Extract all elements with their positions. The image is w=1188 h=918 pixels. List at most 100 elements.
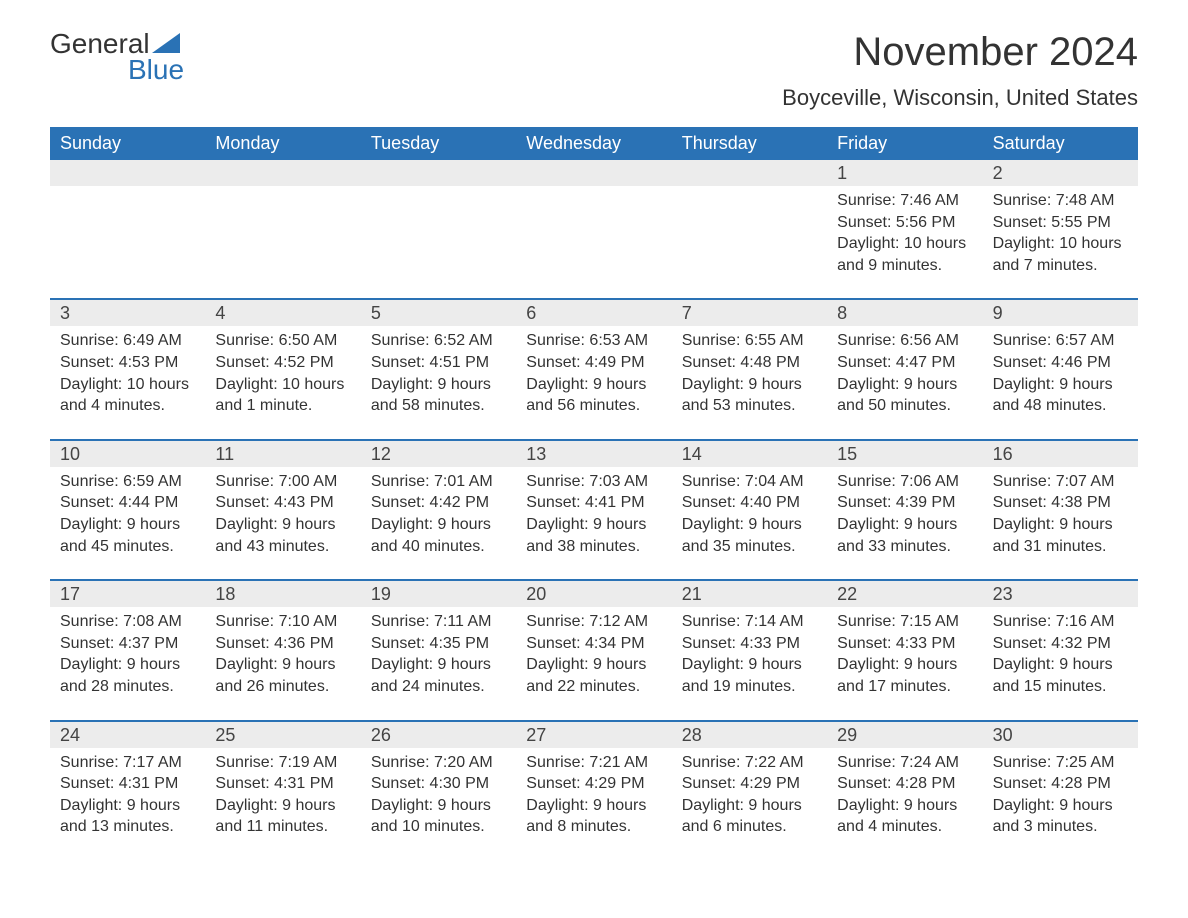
sunset-line: Sunset: 4:44 PM [60,492,195,514]
day-details: Sunrise: 7:20 AMSunset: 4:30 PMDaylight:… [361,748,516,838]
title-block: November 2024 Boyceville, Wisconsin, Uni… [782,30,1138,121]
daylight-line: Daylight: 9 hours and 38 minutes. [526,514,661,557]
day-details: Sunrise: 7:07 AMSunset: 4:38 PMDaylight:… [983,467,1138,557]
daylight-line: Daylight: 9 hours and 28 minutes. [60,654,195,697]
daylight-line: Daylight: 9 hours and 8 minutes. [526,795,661,838]
day-cell: 30Sunrise: 7:25 AMSunset: 4:28 PMDayligh… [983,722,1138,838]
sunrise-line: Sunrise: 6:53 AM [526,330,661,352]
day-details: Sunrise: 6:56 AMSunset: 4:47 PMDaylight:… [827,326,982,416]
logo: General Blue [50,30,184,84]
sunset-line: Sunset: 4:28 PM [837,773,972,795]
day-cell: 3Sunrise: 6:49 AMSunset: 4:53 PMDaylight… [50,300,205,416]
sunrise-line: Sunrise: 7:08 AM [60,611,195,633]
daylight-line: Daylight: 9 hours and 19 minutes. [682,654,817,697]
daylight-line: Daylight: 9 hours and 56 minutes. [526,374,661,417]
day-details: Sunrise: 7:00 AMSunset: 4:43 PMDaylight:… [205,467,360,557]
daylight-line: Daylight: 9 hours and 45 minutes. [60,514,195,557]
day-number: 12 [361,441,516,467]
day-cell: 23Sunrise: 7:16 AMSunset: 4:32 PMDayligh… [983,581,1138,697]
sunrise-line: Sunrise: 7:12 AM [526,611,661,633]
day-details: Sunrise: 7:12 AMSunset: 4:34 PMDaylight:… [516,607,671,697]
sunrise-line: Sunrise: 7:01 AM [371,471,506,493]
weekday-wednesday: Wednesday [516,127,671,160]
sunset-line: Sunset: 4:36 PM [215,633,350,655]
sunrise-line: Sunrise: 7:48 AM [993,190,1128,212]
day-details: Sunrise: 6:50 AMSunset: 4:52 PMDaylight:… [205,326,360,416]
day-cell: 24Sunrise: 7:17 AMSunset: 4:31 PMDayligh… [50,722,205,838]
weekday-sunday: Sunday [50,127,205,160]
day-number: 23 [983,581,1138,607]
sunset-line: Sunset: 4:34 PM [526,633,661,655]
daylight-line: Daylight: 10 hours and 7 minutes. [993,233,1128,276]
sunrise-line: Sunrise: 7:21 AM [526,752,661,774]
day-details: Sunrise: 7:16 AMSunset: 4:32 PMDaylight:… [983,607,1138,697]
weekday-monday: Monday [205,127,360,160]
day-cell: 10Sunrise: 6:59 AMSunset: 4:44 PMDayligh… [50,441,205,557]
empty-cell [361,160,516,276]
sunrise-line: Sunrise: 7:17 AM [60,752,195,774]
weekday-header-row: SundayMondayTuesdayWednesdayThursdayFrid… [50,127,1138,160]
day-number: 27 [516,722,671,748]
day-details: Sunrise: 7:08 AMSunset: 4:37 PMDaylight:… [50,607,205,697]
sunrise-line: Sunrise: 6:52 AM [371,330,506,352]
day-details: Sunrise: 6:49 AMSunset: 4:53 PMDaylight:… [50,326,205,416]
sunrise-line: Sunrise: 7:11 AM [371,611,506,633]
sunrise-line: Sunrise: 6:59 AM [60,471,195,493]
day-number: 3 [50,300,205,326]
sunrise-line: Sunrise: 7:20 AM [371,752,506,774]
day-cell: 9Sunrise: 6:57 AMSunset: 4:46 PMDaylight… [983,300,1138,416]
day-details: Sunrise: 7:19 AMSunset: 4:31 PMDaylight:… [205,748,360,838]
daylight-line: Daylight: 9 hours and 6 minutes. [682,795,817,838]
day-number: 30 [983,722,1138,748]
week-row: 24Sunrise: 7:17 AMSunset: 4:31 PMDayligh… [50,720,1138,838]
day-number: 11 [205,441,360,467]
day-number: 29 [827,722,982,748]
sunrise-line: Sunrise: 7:46 AM [837,190,972,212]
sunset-line: Sunset: 4:29 PM [526,773,661,795]
day-cell: 5Sunrise: 6:52 AMSunset: 4:51 PMDaylight… [361,300,516,416]
daylight-line: Daylight: 9 hours and 11 minutes. [215,795,350,838]
sunset-line: Sunset: 4:47 PM [837,352,972,374]
day-details: Sunrise: 7:10 AMSunset: 4:36 PMDaylight:… [205,607,360,697]
daylight-line: Daylight: 9 hours and 40 minutes. [371,514,506,557]
empty-cell [516,160,671,276]
day-details: Sunrise: 6:59 AMSunset: 4:44 PMDaylight:… [50,467,205,557]
weekday-saturday: Saturday [983,127,1138,160]
day-details: Sunrise: 7:15 AMSunset: 4:33 PMDaylight:… [827,607,982,697]
sunset-line: Sunset: 4:30 PM [371,773,506,795]
daylight-line: Daylight: 9 hours and 10 minutes. [371,795,506,838]
daylight-line: Daylight: 9 hours and 4 minutes. [837,795,972,838]
day-number: 13 [516,441,671,467]
day-cell: 27 Sunrise: 7:21 AMSunset: 4:29 PMDayligh… [516,722,671,838]
sunrise-line: Sunrise: 6:50 AM [215,330,350,352]
day-details: Sunrise: 7:14 AMSunset: 4:33 PMDaylight:… [672,607,827,697]
sunset-line: Sunset: 4:46 PM [993,352,1128,374]
day-cell: 1Sunrise: 7:46 AMSunset: 5:56 PMDaylight… [827,160,982,276]
day-cell: 8Sunrise: 6:56 AMSunset: 4:47 PMDaylight… [827,300,982,416]
day-details: Sunrise: 7:03 AMSunset: 4:41 PMDaylight:… [516,467,671,557]
day-cell: 17Sunrise: 7:08 AMSunset: 4:37 PMDayligh… [50,581,205,697]
daylight-line: Daylight: 9 hours and 22 minutes. [526,654,661,697]
sunrise-line: Sunrise: 7:07 AM [993,471,1128,493]
day-number: 19 [361,581,516,607]
day-cell: 4Sunrise: 6:50 AMSunset: 4:52 PMDaylight… [205,300,360,416]
sunrise-line: Sunrise: 7:10 AM [215,611,350,633]
day-number: 17 [50,581,205,607]
day-details: Sunrise: 7:25 AMSunset: 4:28 PMDaylight:… [983,748,1138,838]
empty-cell [672,160,827,276]
sunset-line: Sunset: 4:35 PM [371,633,506,655]
sunset-line: Sunset: 5:56 PM [837,212,972,234]
day-details: Sunrise: 7:22 AMSunset: 4:29 PMDaylight:… [672,748,827,838]
day-number: 16 [983,441,1138,467]
location-subtitle: Boyceville, Wisconsin, United States [782,85,1138,111]
day-number: 4 [205,300,360,326]
day-cell: 25Sunrise: 7:19 AMSunset: 4:31 PMDayligh… [205,722,360,838]
sunset-line: Sunset: 4:40 PM [682,492,817,514]
weeks-container: 1Sunrise: 7:46 AMSunset: 5:56 PMDaylight… [50,160,1138,838]
week-row: 1Sunrise: 7:46 AMSunset: 5:56 PMDaylight… [50,160,1138,276]
day-number: 9 [983,300,1138,326]
day-cell: 29Sunrise: 7:24 AMSunset: 4:28 PMDayligh… [827,722,982,838]
day-number: 2 [983,160,1138,186]
sunset-line: Sunset: 4:42 PM [371,492,506,514]
logo-word2: Blue [50,56,184,84]
